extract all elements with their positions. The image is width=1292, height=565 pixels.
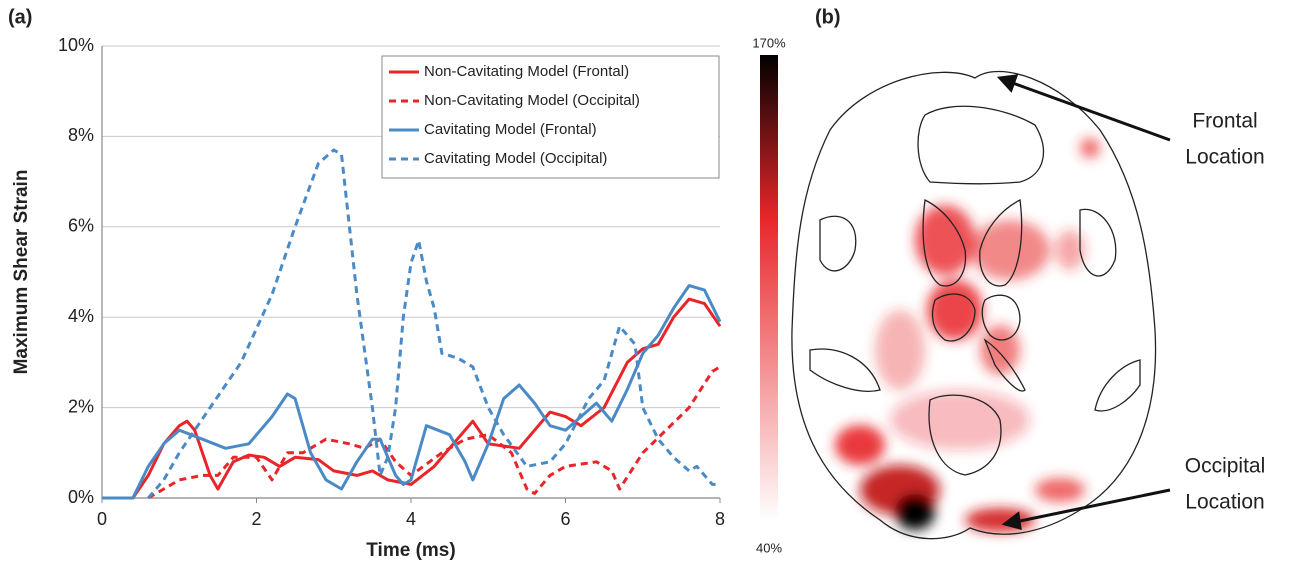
colorbar	[760, 55, 778, 521]
annotation: Location	[1185, 491, 1264, 514]
brain-outline	[791, 70, 1157, 540]
annotation: Occipital	[1185, 455, 1266, 478]
series-line	[102, 297, 722, 500]
x-axis-label: Time (ms)	[366, 540, 455, 561]
panel-label: (b)	[815, 6, 841, 28]
annotation-arrows	[996, 74, 1171, 531]
y-tick-label: 2%	[68, 396, 94, 416]
x-tick-label: 2	[251, 509, 261, 529]
legend-label: Cavitating Model (Frontal)	[424, 121, 597, 138]
series-line	[147, 148, 720, 499]
x-tick-label: 8	[715, 509, 725, 529]
y-tick-label: 8%	[68, 125, 94, 145]
legend-box	[381, 55, 720, 179]
colorbar-max: 170%	[752, 35, 786, 50]
x-tick-label: 0	[97, 509, 107, 529]
y-tick-label: 6%	[68, 216, 94, 236]
strain-map	[835, 138, 1100, 532]
legend-label: Non-Cavitating Model (Frontal)	[424, 63, 629, 80]
legend-label: Cavitating Model (Occipital)	[424, 150, 607, 167]
y-tick-label: 10%	[58, 35, 94, 55]
series-line	[147, 365, 721, 500]
y-tick-label: 0%	[68, 487, 94, 507]
panel-label: (a)	[8, 6, 32, 28]
annotation: Location	[1185, 146, 1264, 169]
y-axis-label: Maximum Shear Strain	[11, 170, 32, 375]
line-chart: (a) Time (ms) Maximum Shear Strain 0% 2% 4…	[8, 6, 725, 561]
brain-panel: (b) 170% 40%	[752, 6, 1265, 555]
x-tick-label: 6	[560, 509, 570, 529]
x-tick-label: 4	[406, 509, 416, 529]
colorbar-min: 40%	[756, 540, 782, 555]
legend-label: Non-Cavitating Model (Occipital)	[424, 92, 640, 109]
series-line	[102, 284, 722, 500]
annotation: Frontal	[1192, 110, 1257, 133]
y-tick-label: 4%	[68, 306, 94, 326]
